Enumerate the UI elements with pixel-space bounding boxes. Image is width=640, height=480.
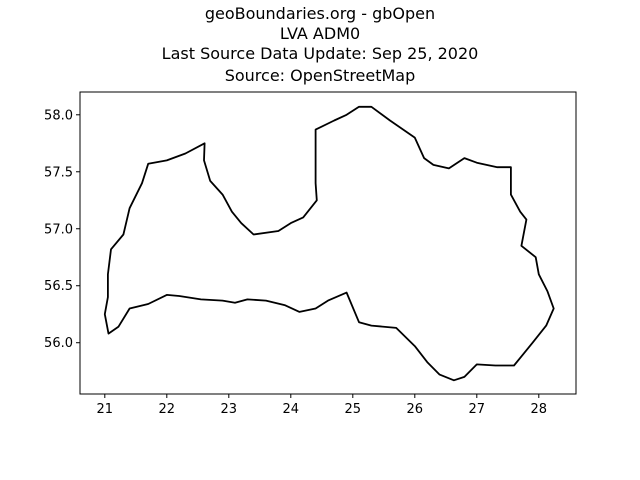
y-tick-label-4: 58.0 bbox=[44, 108, 73, 123]
x-tick-label-2: 23 bbox=[221, 402, 238, 417]
x-tick-label-1: 22 bbox=[159, 402, 176, 417]
title-line-2: LVA ADM0 bbox=[279, 24, 361, 43]
x-tick-label-4: 25 bbox=[345, 402, 362, 417]
x-tick-label-7: 28 bbox=[531, 402, 548, 417]
axis-ticks: 21 22 23 24 25 26 27 28 56.0 56.5 57.0 57.5 58.0 bbox=[44, 108, 547, 417]
axes-frame bbox=[79, 91, 577, 395]
title-line-1: geoBoundaries.org - gbOpen bbox=[204, 4, 436, 23]
latvia-boundary bbox=[103, 105, 555, 382]
x-tick-label-0: 21 bbox=[97, 402, 114, 417]
x-tick-label-3: 24 bbox=[283, 402, 300, 417]
title-line-3: Last Source Data Update: Sep 25, 2020 bbox=[161, 44, 479, 63]
title-line-4: Source: OpenStreetMap bbox=[224, 66, 416, 85]
y-tick-label-3: 57.5 bbox=[44, 165, 73, 180]
y-tick-label-1: 56.5 bbox=[44, 279, 73, 294]
x-tick-label-6: 27 bbox=[469, 402, 486, 417]
x-tick-label-5: 26 bbox=[407, 402, 424, 417]
y-tick-label-0: 56.0 bbox=[44, 336, 73, 351]
y-tick-label-2: 57.0 bbox=[44, 222, 73, 237]
